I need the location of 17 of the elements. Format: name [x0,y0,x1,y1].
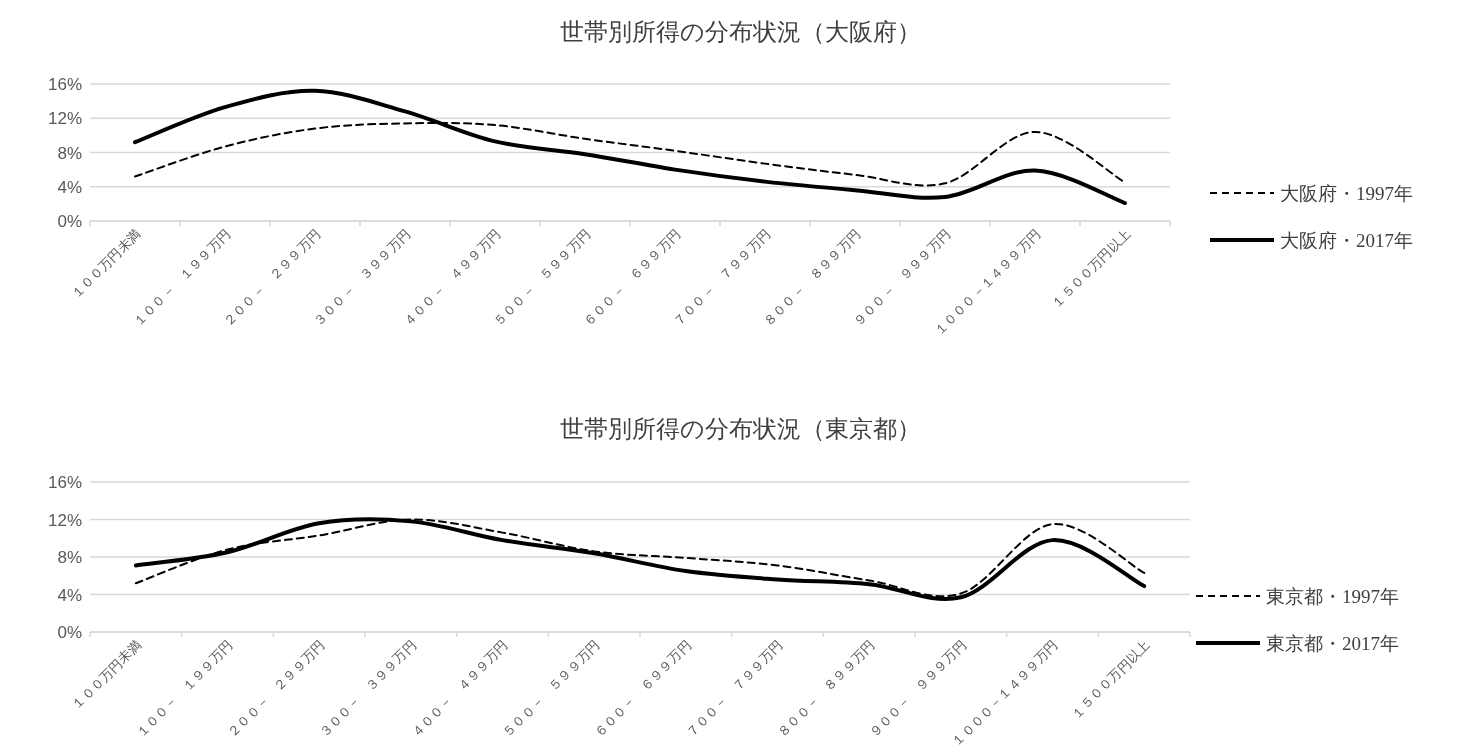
y-tick-label: 4% [57,177,82,197]
y-tick-label: 8% [57,143,82,163]
y-tick-label: 16% [47,473,82,492]
legend-label: 大阪府・1997年 [1280,183,1413,204]
y-tick-label: 4% [57,585,82,605]
chart-title: 世帯別所得の分布状況（大阪府） [559,18,921,45]
chart-title: 世帯別所得の分布状況（東京都） [559,415,921,442]
y-tick-label: 8% [57,548,82,567]
x-tick-label: １５００万円以上 [1068,637,1153,722]
legend-label: 大阪府・2017年 [1280,230,1413,251]
x-tick-label: １５００万円以上 [1048,226,1134,311]
y-tick-label: 16% [47,75,82,94]
y-tick-label: 12% [47,109,82,129]
line-series [133,88,1127,206]
y-tick-label: 12% [47,510,82,530]
legend-label: 東京都・1997年 [1266,586,1399,607]
legend-label: 東京都・2017年 [1266,633,1399,654]
